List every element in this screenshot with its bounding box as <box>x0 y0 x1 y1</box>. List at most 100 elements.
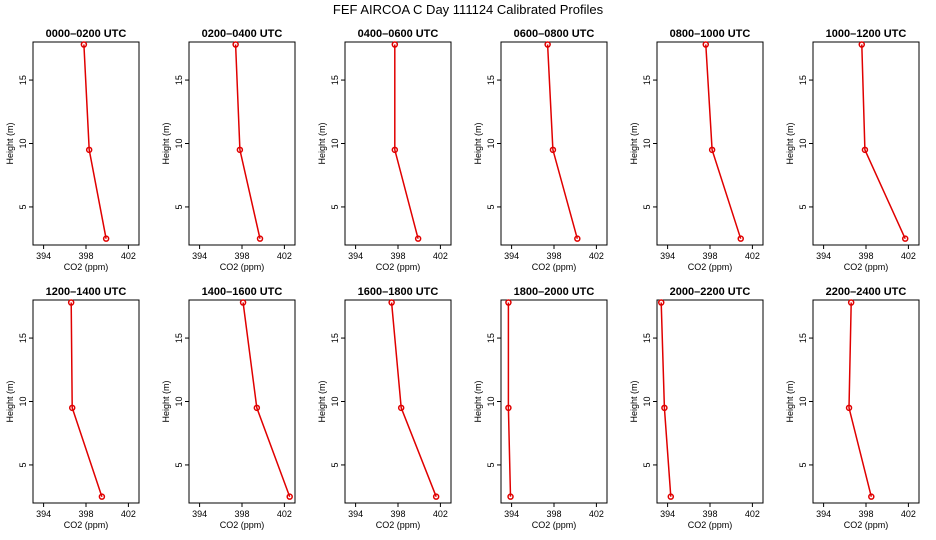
x-tick-label: 398 <box>546 251 561 261</box>
x-tick-label: 402 <box>589 251 604 261</box>
y-tick-label: 5 <box>798 462 808 467</box>
profile-point <box>574 235 581 242</box>
profile-point <box>414 235 422 242</box>
y-tick-label: 5 <box>642 462 652 467</box>
panel-title: 1000–1200 UTC <box>826 28 907 40</box>
x-axis-label: CO2 (ppm) <box>220 262 265 272</box>
x-tick-label: 402 <box>589 509 604 519</box>
profile-point <box>507 493 514 500</box>
profile-point <box>397 404 405 412</box>
y-tick-label: 5 <box>174 462 184 467</box>
profile-point <box>85 146 93 154</box>
x-tick-label: 394 <box>504 509 519 519</box>
profile-line <box>861 44 906 240</box>
y-tick-label: 5 <box>330 204 340 209</box>
x-axis-label: CO2 (ppm) <box>64 520 109 530</box>
y-tick-label: 10 <box>798 138 808 148</box>
y-tick-label: 10 <box>642 396 652 406</box>
x-axis-label: CO2 (ppm) <box>532 262 577 272</box>
profile-point <box>861 146 869 154</box>
y-tick-label: 15 <box>174 333 184 343</box>
y-axis-label: Height (m) <box>629 122 639 164</box>
profile-point <box>667 493 675 500</box>
panel-title: 0400–0600 UTC <box>358 28 439 40</box>
x-tick-label: 394 <box>348 251 363 261</box>
y-axis-label: Height (m) <box>473 380 483 422</box>
y-tick-label: 10 <box>330 138 340 148</box>
y-tick-label: 15 <box>330 75 340 85</box>
x-tick-label: 402 <box>121 251 136 261</box>
y-tick-label: 10 <box>486 138 496 148</box>
profile-line <box>848 302 873 497</box>
profile-panel: 0400–0600 UTC 394 398 402 5 10 15 CO2 (ppm) Heig… <box>317 28 452 272</box>
y-tick-label: 5 <box>798 204 808 209</box>
profile-point <box>239 299 247 306</box>
x-tick-label: 402 <box>901 509 916 519</box>
x-tick-label: 402 <box>901 251 916 261</box>
profile-line <box>242 302 291 497</box>
profile-panel: 2000–2200 UTC 394 398 402 5 10 15 CO2 (ppm) Heig… <box>629 286 764 530</box>
x-tick-label: 398 <box>546 509 561 519</box>
x-tick-label: 398 <box>78 251 93 261</box>
profile-point <box>845 404 853 412</box>
x-axis-label: CO2 (ppm) <box>844 520 889 530</box>
x-axis-label: CO2 (ppm) <box>532 520 577 530</box>
plot-frame <box>500 299 608 504</box>
y-axis-label: Height (m) <box>161 122 171 164</box>
plot-frame <box>188 299 296 504</box>
x-tick-label: 402 <box>433 251 448 261</box>
plot-frame <box>500 41 608 246</box>
y-axis-label: Height (m) <box>473 122 483 164</box>
profile-point <box>253 404 261 412</box>
profile-line <box>83 44 107 239</box>
profile-point <box>432 493 440 500</box>
profile-point <box>505 299 512 306</box>
x-tick-label: 394 <box>192 509 207 519</box>
profile-point <box>232 41 239 48</box>
y-tick-label: 15 <box>486 333 496 343</box>
profile-point <box>544 41 551 48</box>
profile-point <box>391 41 399 48</box>
y-axis-label: Height (m) <box>161 380 171 422</box>
x-tick-label: 402 <box>745 251 760 261</box>
profile-point <box>256 235 264 242</box>
x-tick-label: 394 <box>36 251 51 261</box>
y-tick-label: 10 <box>174 396 184 406</box>
plot-frame <box>188 41 296 246</box>
figure-title: FEF AIRCOA C Day 111124 Calibrated Profi… <box>333 2 604 17</box>
panel-title: 1800–2000 UTC <box>514 286 595 298</box>
y-tick-label: 5 <box>330 462 340 467</box>
profile-point <box>67 299 75 306</box>
x-tick-label: 402 <box>433 509 448 519</box>
y-tick-label: 15 <box>798 75 808 85</box>
profile-panel: 0600–0800 UTC 394 398 402 5 10 15 CO2 (ppm) Heig… <box>473 28 608 272</box>
profile-point <box>505 404 512 412</box>
profile-point <box>286 493 293 500</box>
x-tick-label: 398 <box>234 251 249 261</box>
x-tick-label: 394 <box>192 251 207 261</box>
profile-point <box>661 404 668 412</box>
profile-point <box>868 493 875 500</box>
y-tick-label: 5 <box>486 204 496 209</box>
y-axis-label: Height (m) <box>5 122 15 164</box>
x-tick-label: 402 <box>121 509 136 519</box>
panel-title: 2200–2400 UTC <box>826 286 907 298</box>
x-tick-label: 398 <box>390 251 405 261</box>
x-axis-label: CO2 (ppm) <box>844 262 889 272</box>
x-tick-label: 398 <box>702 509 717 519</box>
x-tick-label: 398 <box>78 509 93 519</box>
y-tick-label: 10 <box>330 396 340 406</box>
plot-frame <box>812 41 920 246</box>
profile-panel: 1200–1400 UTC 394 398 402 5 10 15 CO2 (ppm) Heig… <box>5 286 140 530</box>
x-axis-label: CO2 (ppm) <box>220 520 265 530</box>
profile-line <box>705 44 742 239</box>
plot-frame <box>344 41 452 246</box>
x-tick-label: 398 <box>234 509 249 519</box>
panel-title: 0600–0800 UTC <box>514 28 595 40</box>
profile-point <box>702 41 710 48</box>
y-tick-label: 15 <box>330 333 340 343</box>
plot-frame <box>344 299 452 504</box>
profile-panel: 0800–1000 UTC 394 398 402 5 10 15 CO2 (ppm) Heig… <box>629 28 764 272</box>
y-tick-label: 5 <box>642 204 652 209</box>
